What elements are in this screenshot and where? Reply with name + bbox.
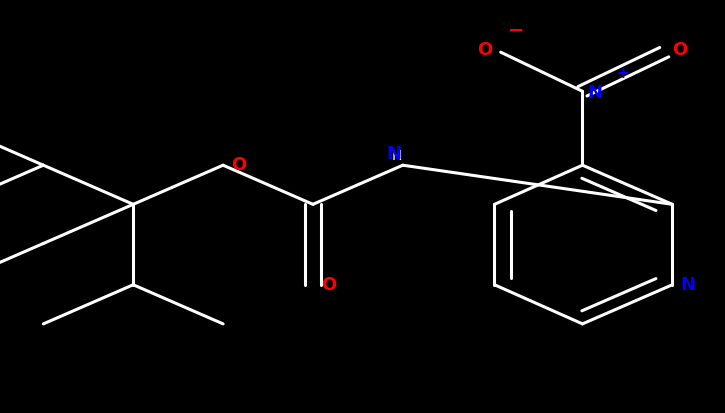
Text: +: + <box>616 66 629 81</box>
Text: N: N <box>386 145 401 163</box>
Text: −: − <box>508 21 524 40</box>
Text: O: O <box>320 276 336 294</box>
Text: N: N <box>680 276 695 294</box>
Text: O: O <box>478 41 493 59</box>
Text: H: H <box>392 149 402 163</box>
Text: O: O <box>672 41 687 59</box>
Text: O: O <box>231 156 247 174</box>
Text: N: N <box>587 85 602 102</box>
